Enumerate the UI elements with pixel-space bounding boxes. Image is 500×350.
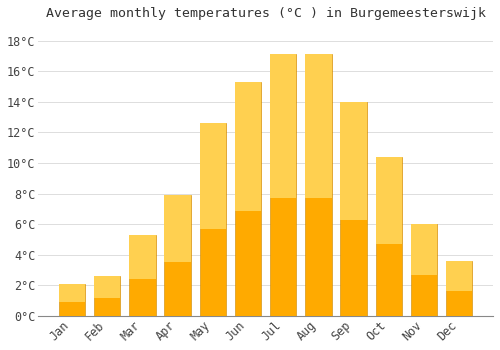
Bar <box>94 276 120 298</box>
Bar <box>235 82 261 316</box>
Bar <box>340 102 367 316</box>
Bar <box>340 102 367 219</box>
Bar <box>59 284 86 301</box>
Bar <box>446 261 472 291</box>
Bar <box>411 224 437 275</box>
Bar <box>376 157 402 244</box>
Bar <box>305 54 332 316</box>
Bar <box>446 261 472 316</box>
Bar <box>164 195 191 261</box>
Bar <box>200 123 226 229</box>
Bar <box>305 54 332 198</box>
Bar <box>164 195 191 316</box>
Bar <box>130 235 156 316</box>
Bar <box>200 123 226 316</box>
Bar <box>270 54 296 198</box>
Bar <box>235 82 261 211</box>
Bar <box>270 54 296 316</box>
Bar <box>411 224 437 316</box>
Title: Average monthly temperatures (°C ) in Burgemeesterswijk: Average monthly temperatures (°C ) in Bu… <box>46 7 486 20</box>
Bar <box>130 235 156 280</box>
Bar <box>376 157 402 316</box>
Bar <box>59 284 86 316</box>
Bar <box>94 276 120 316</box>
